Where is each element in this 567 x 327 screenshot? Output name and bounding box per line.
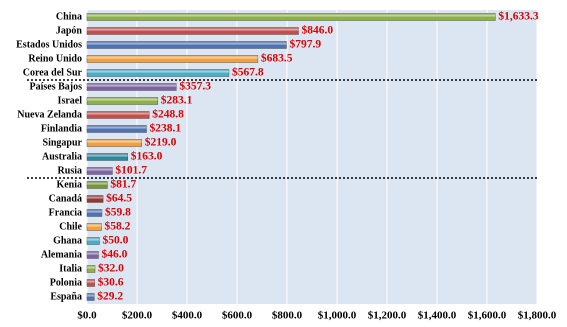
bar	[86, 125, 147, 133]
y-tick-label: Israel	[58, 95, 83, 106]
bar-highlight	[87, 224, 102, 227]
bar-highlight	[87, 140, 142, 143]
x-tick-label: $200.0	[122, 310, 153, 322]
bar-highlight	[87, 238, 100, 241]
x-tick-label: $800.0	[272, 310, 303, 322]
y-tick-label: Polonia	[50, 277, 82, 288]
bar-highlight	[87, 112, 150, 115]
y-tick-label: Estados Unidos	[16, 39, 82, 50]
bar	[86, 167, 113, 175]
y-tick-label: Rusia	[58, 165, 82, 176]
bar	[86, 55, 259, 63]
bar-highlight	[87, 126, 147, 129]
bar	[86, 181, 108, 189]
x-tick-label: $400.0	[172, 310, 203, 322]
value-label: $59.8	[105, 206, 131, 219]
y-tick-label: Países Bajos	[30, 81, 83, 92]
y-tick-label: Singapur	[43, 137, 83, 148]
bar-highlight	[87, 42, 287, 45]
bar	[86, 153, 128, 161]
bar	[86, 111, 150, 119]
bar	[86, 293, 95, 301]
x-tick-label: $600.0	[222, 310, 253, 322]
value-label: $567.8	[232, 66, 264, 79]
bar	[86, 279, 95, 287]
value-label: $64.5	[106, 192, 132, 205]
y-tick-label: Francia	[49, 207, 82, 218]
bar-highlight	[87, 196, 104, 199]
bar-highlight	[87, 14, 496, 17]
bar	[86, 41, 287, 49]
bar-highlight	[87, 70, 229, 73]
bar	[86, 195, 104, 203]
value-label: $29.2	[97, 290, 123, 303]
bar	[86, 139, 142, 147]
x-tick-label: $0.0	[77, 310, 97, 322]
y-tick-label: España	[50, 291, 82, 302]
bar-highlight	[87, 56, 258, 59]
x-tick-label: $1,400.0	[418, 310, 457, 322]
bar	[86, 83, 177, 91]
bar	[86, 27, 299, 35]
bar	[86, 13, 496, 21]
value-label: $357.3	[179, 80, 211, 93]
y-tick-label: Kenia	[56, 179, 82, 190]
bar	[86, 237, 100, 245]
value-label: $101.7	[115, 164, 147, 177]
bar-highlight	[87, 168, 113, 171]
value-label: $219.0	[145, 136, 177, 149]
value-label: $58.2	[105, 220, 131, 233]
y-tick-label: Finlandia	[41, 123, 82, 134]
value-label: $46.0	[102, 248, 128, 261]
y-tick-label: Canadá	[49, 193, 82, 204]
bar	[86, 97, 159, 105]
y-tick-label: Japón	[56, 25, 83, 36]
bar-highlight	[87, 84, 177, 87]
value-label: $846.0	[302, 24, 334, 37]
value-label: $238.1	[150, 122, 182, 135]
y-tick-label: Italia	[59, 263, 82, 274]
bar	[86, 223, 102, 231]
x-tick-label: $1,000.0	[318, 310, 357, 322]
value-label: $81.7	[110, 178, 136, 191]
x-tick-label: $1,200.0	[368, 310, 407, 322]
y-tick-label: Nueva Zelanda	[17, 109, 82, 120]
y-tick-label: Corea del Sur	[23, 67, 83, 78]
bar-highlight	[87, 280, 95, 283]
x-tick-label: $1,600.0	[468, 310, 507, 322]
bar	[86, 69, 230, 77]
bar	[86, 265, 96, 273]
bar	[86, 209, 103, 217]
bar-highlight	[87, 252, 99, 255]
value-label: $283.1	[161, 94, 193, 107]
value-label: $683.5	[261, 52, 293, 65]
y-tick-label: Alemania	[41, 249, 82, 260]
bar-highlight	[87, 154, 128, 157]
value-label: $30.6	[98, 276, 124, 289]
y-tick-label: Ghana	[53, 235, 82, 246]
value-label: $50.0	[103, 234, 129, 247]
value-label: $32.0	[98, 262, 124, 275]
bar-highlight	[87, 98, 158, 101]
value-label: $163.0	[131, 150, 163, 163]
bar	[86, 251, 99, 259]
bar-highlight	[87, 294, 95, 297]
bar-highlight	[87, 210, 102, 213]
y-tick-label: Australia	[42, 151, 82, 162]
y-tick-label: China	[56, 11, 82, 22]
bar-highlight	[87, 266, 95, 269]
bar-highlight	[87, 28, 299, 31]
bar-highlight	[87, 182, 108, 185]
x-tick-label: $1,800.0	[518, 310, 557, 322]
value-label: $1,633.3	[498, 10, 539, 23]
value-label: $248.8	[152, 108, 184, 121]
value-label: $797.9	[289, 38, 321, 51]
y-tick-label: Reino Unido	[28, 53, 82, 64]
y-tick-label: Chile	[59, 221, 82, 232]
